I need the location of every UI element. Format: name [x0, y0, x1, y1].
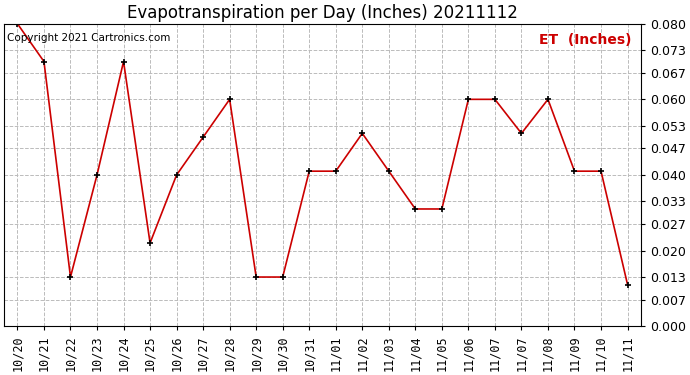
Text: ET  (Inches): ET (Inches) [539, 33, 631, 47]
Text: Copyright 2021 Cartronics.com: Copyright 2021 Cartronics.com [8, 33, 170, 43]
Title: Evapotranspiration per Day (Inches) 20211112: Evapotranspiration per Day (Inches) 2021… [127, 4, 518, 22]
